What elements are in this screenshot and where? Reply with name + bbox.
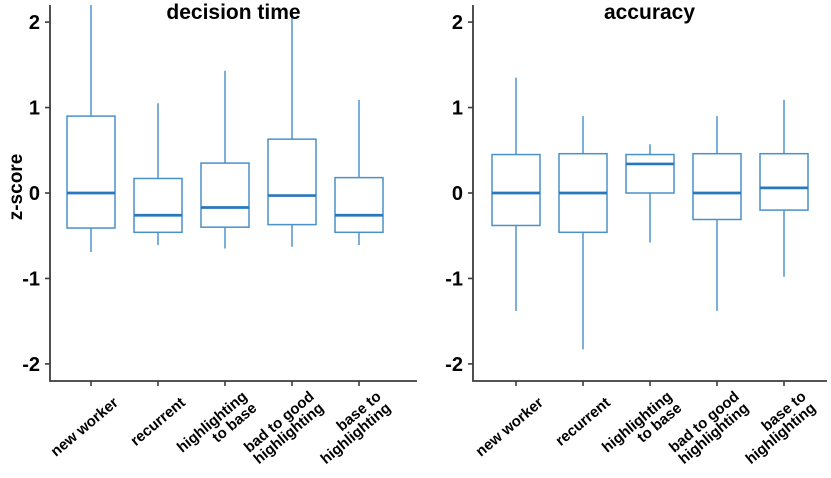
x-category-label: base tohighlighting xyxy=(733,388,819,468)
iqr-box xyxy=(625,153,675,194)
box-new-worker xyxy=(491,77,541,311)
box-new-worker xyxy=(66,5,116,252)
y-tick-label: -2 xyxy=(22,354,40,376)
box-recurrent xyxy=(133,103,183,246)
x-category-label: new worker xyxy=(48,394,122,460)
y-tick-label: 1 xyxy=(29,98,40,120)
y-tick-label: 2 xyxy=(29,12,40,34)
y-tick-label: 0 xyxy=(29,183,40,205)
iqr-box xyxy=(66,115,116,229)
box-base-to-highlighting xyxy=(334,99,384,246)
box-base-to-highlighting xyxy=(759,99,809,277)
axis-line xyxy=(49,5,417,382)
x-category-label: highlightingto base xyxy=(599,388,685,468)
x-category-label: bad to goodhighlighting xyxy=(666,388,752,468)
box-highlighting-to-base xyxy=(200,70,250,249)
y-axis-label: z-score xyxy=(6,153,27,221)
y-tick-label: 0 xyxy=(452,183,463,205)
box-recurrent xyxy=(558,116,608,350)
right-plot-title: accuracy xyxy=(603,1,696,24)
iqr-box xyxy=(267,138,317,226)
iqr-box xyxy=(334,176,384,234)
iqr-box xyxy=(692,152,742,221)
y-tick-label: -2 xyxy=(445,354,463,376)
y-tick-label: 1 xyxy=(452,98,463,120)
y-tick-label: -1 xyxy=(22,268,40,290)
x-category-label: bad to goodhighlighting xyxy=(241,388,327,468)
x-category-label: highlightingto base xyxy=(174,388,260,468)
y-tick-label: 2 xyxy=(452,12,463,34)
left-plot-title: decision time xyxy=(166,1,301,24)
box-bad-to-good-highlighting xyxy=(692,116,742,311)
iqr-box xyxy=(133,177,183,234)
axis-line xyxy=(472,5,827,382)
box-highlighting-to-base xyxy=(625,144,675,243)
iqr-box xyxy=(759,152,809,211)
y-tick-label: -1 xyxy=(445,268,463,290)
iqr-box xyxy=(200,162,250,228)
x-category-label: new worker xyxy=(473,394,547,460)
iqr-box xyxy=(491,153,541,227)
box-bad-to-good-highlighting xyxy=(267,13,317,247)
x-category-label: base tohighlighting xyxy=(308,388,394,468)
